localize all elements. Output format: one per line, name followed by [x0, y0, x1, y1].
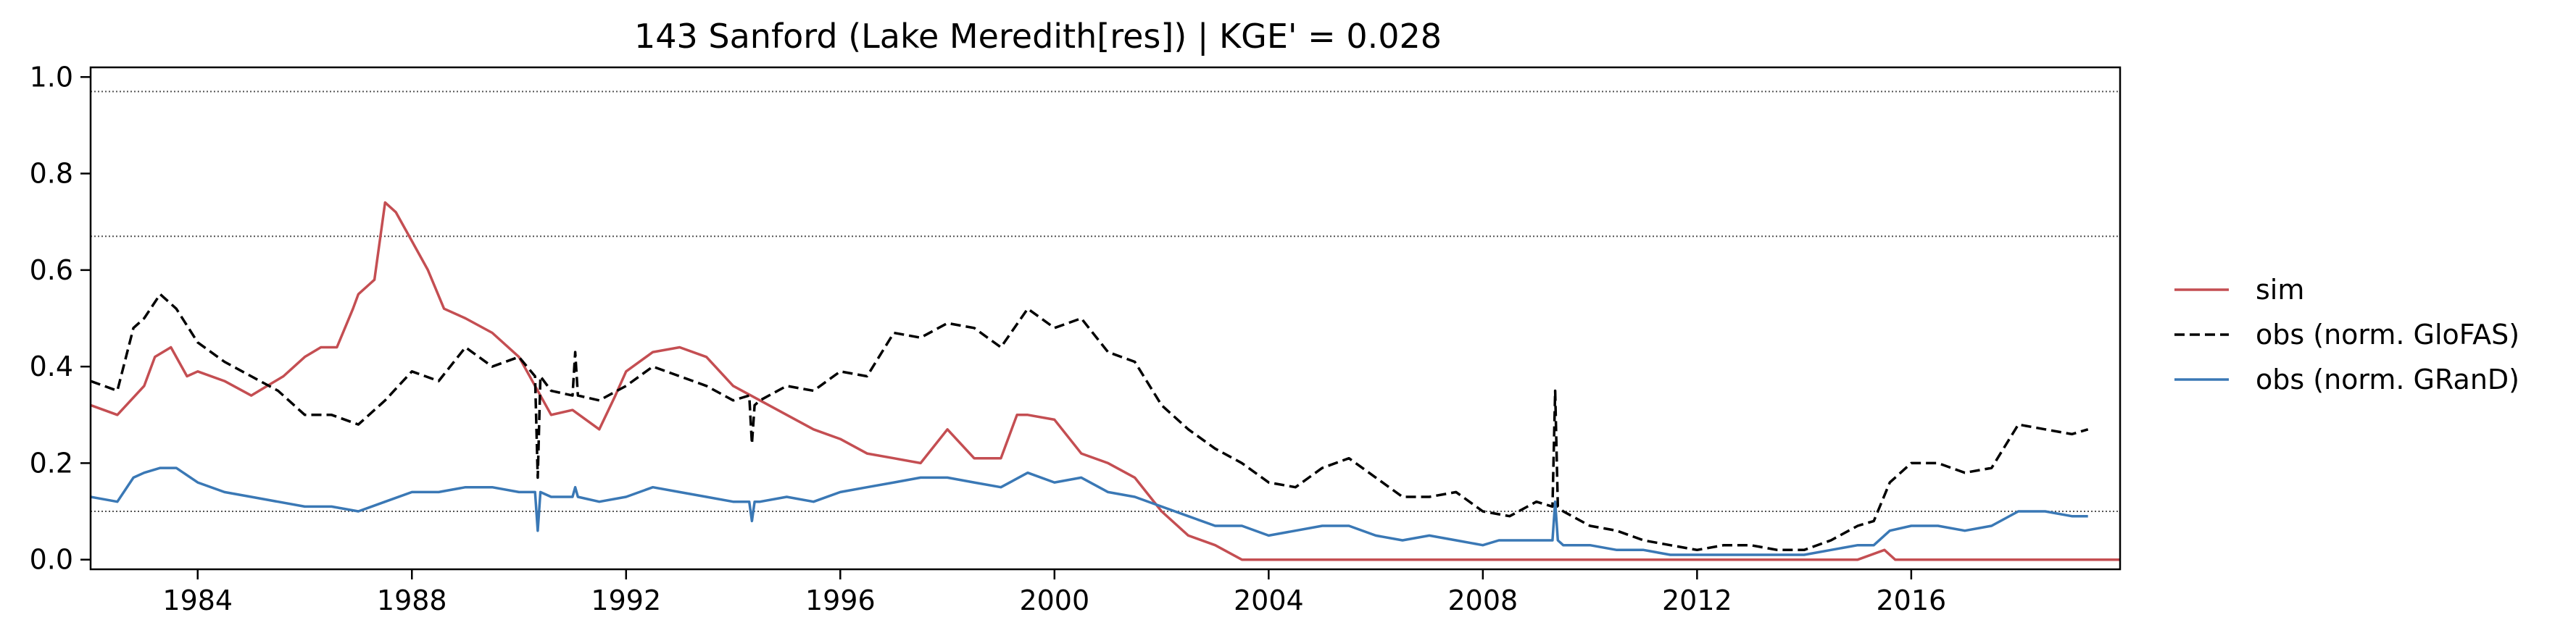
series-line-1	[90, 293, 2089, 552]
y-tick-label-1: 0.2	[30, 447, 73, 479]
y-tick-label-3: 0.6	[30, 254, 73, 286]
y-tick-label-0: 0.0	[30, 544, 73, 576]
chart-title: 143 Sanford (Lake Meredith[res]) | KGE' …	[634, 17, 1442, 56]
x-tick-label-8: 2016	[1877, 585, 1947, 616]
reference-lines	[91, 91, 2120, 513]
x-tick-label-2: 1992	[591, 585, 661, 616]
x-tick-label-3: 1996	[805, 585, 876, 616]
y-tick-label-2: 0.4	[30, 351, 73, 382]
series-line-2	[90, 466, 2088, 556]
series-line-0	[90, 201, 2120, 561]
legend-label-0: sim	[2256, 274, 2304, 306]
y-tick-label-5: 1.0	[30, 61, 73, 93]
x-tick-label-5: 2004	[1234, 585, 1304, 616]
y-tick-label-4: 0.8	[30, 158, 73, 190]
x-axis: 1984 1988 1992 1996 2000 2004 2008 2012 2016	[162, 569, 1946, 616]
x-tick-label-7: 2012	[1662, 585, 1732, 616]
plot-frame	[89, 66, 2122, 571]
legend-label-1: obs (norm. GloFAS)	[2256, 319, 2519, 351]
legend-label-2: obs (norm. GRanD)	[2256, 364, 2519, 395]
x-tick-label-6: 2008	[1447, 585, 1518, 616]
x-tick-label-0: 1984	[162, 585, 233, 616]
legend: sim obs (norm. GloFAS) obs (norm. GRanD)	[2174, 274, 2519, 395]
x-tick-label-4: 2000	[1019, 585, 1089, 616]
series-lines	[90, 201, 2120, 561]
x-tick-label-1: 1988	[377, 585, 447, 616]
y-axis: 0.0 0.2 0.4 0.6 0.8 1.0	[30, 61, 91, 576]
